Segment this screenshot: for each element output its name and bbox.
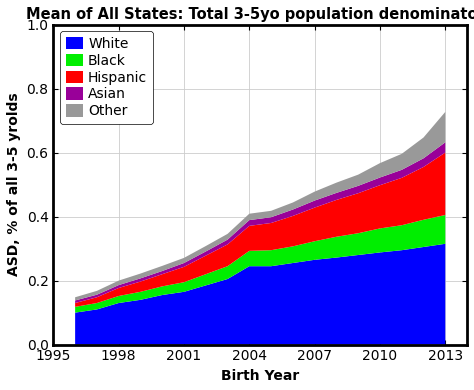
Title: Mean of All States: Total 3-5yo population denominators: Mean of All States: Total 3-5yo populati… (27, 7, 474, 22)
X-axis label: Birth Year: Birth Year (221, 369, 300, 383)
Legend: White, Black, Hispanic, Asian, Other: White, Black, Hispanic, Asian, Other (60, 32, 153, 124)
Y-axis label: ASD, % of all 3-5 yrolds: ASD, % of all 3-5 yrolds (7, 93, 21, 277)
